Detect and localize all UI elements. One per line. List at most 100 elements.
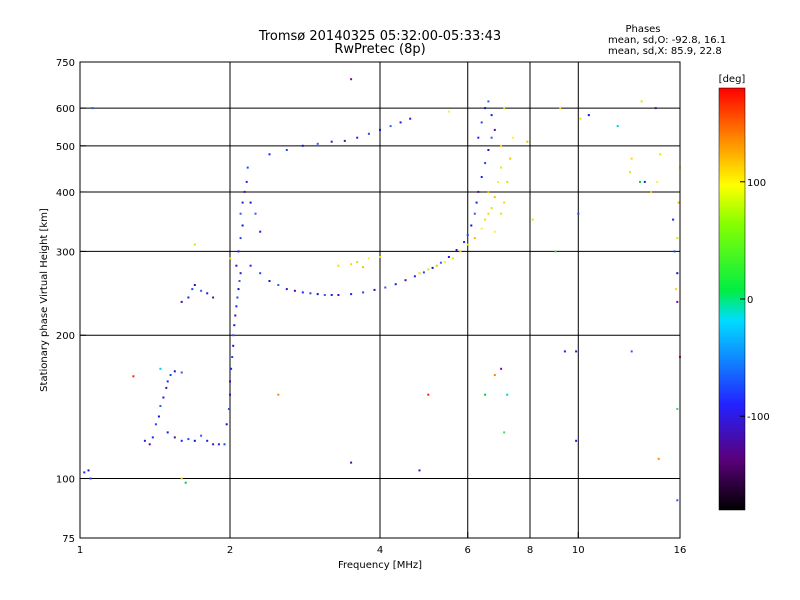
data-point-o	[490, 114, 493, 117]
data-point-o	[180, 439, 183, 442]
data-point-other	[132, 375, 135, 378]
data-point-o	[245, 180, 248, 183]
data-point-o	[367, 132, 370, 135]
data-point-o	[89, 477, 92, 480]
y-tick-label: 400	[56, 188, 75, 199]
data-point-o	[143, 439, 146, 442]
data-point-o	[173, 436, 176, 439]
data-point-o	[180, 371, 183, 374]
data-point-o	[239, 237, 242, 240]
data-point-o	[301, 291, 304, 294]
data-point-o	[83, 471, 86, 474]
legend-line-o: mean, sd,O: -92.8, 16.1	[608, 35, 726, 46]
plot-area: 1 2 4 6 8 10 16 75 100 200 300 400 500 600 750	[56, 58, 686, 556]
data-point-o	[166, 431, 169, 434]
data-point-other	[427, 393, 430, 396]
data-point-o	[389, 125, 392, 128]
data-point-o	[238, 280, 241, 282]
data-point-o	[480, 176, 483, 178]
data-point-x	[677, 201, 680, 204]
data-point-o	[480, 121, 483, 124]
legend-line-x: mean, sd,X: 85.9, 22.8	[608, 46, 722, 57]
data-point-x	[640, 100, 643, 103]
data-point-o	[230, 367, 233, 370]
y-tick-label: 75	[62, 534, 75, 545]
data-point-o	[373, 288, 376, 291]
data-point-o	[229, 393, 231, 396]
data-point-o	[169, 374, 172, 376]
data-point-o	[159, 405, 162, 407]
y-tick-label: 100	[56, 475, 75, 486]
data-point-o	[404, 279, 407, 282]
data-point-x	[493, 196, 496, 199]
data-point-o	[249, 264, 252, 267]
data-point-o	[343, 139, 346, 142]
data-point-o	[422, 271, 425, 274]
data-point-o	[243, 190, 246, 193]
data-point-o	[484, 162, 487, 165]
data-points	[83, 78, 681, 502]
data-point-other	[639, 180, 641, 183]
data-point-other	[500, 367, 503, 370]
data-point-o	[473, 212, 476, 215]
data-point-o	[239, 212, 242, 215]
colorbar-ticks: 100 0 -100	[740, 178, 770, 423]
data-point-o	[384, 286, 387, 289]
data-point-o	[323, 294, 326, 296]
y-tick-label: 500	[56, 142, 75, 153]
data-point-o	[193, 284, 196, 286]
data-point-o	[475, 201, 478, 204]
data-point-o	[463, 241, 466, 243]
data-point-o	[268, 280, 271, 282]
data-point-x	[650, 190, 653, 193]
data-point-o	[431, 266, 434, 269]
data-point-o	[487, 100, 490, 103]
data-point-o	[362, 291, 365, 294]
data-point-o	[399, 121, 402, 124]
data-point-o	[466, 233, 469, 236]
data-point-other	[676, 408, 679, 410]
data-point-o	[225, 423, 228, 426]
data-point-o	[249, 201, 252, 204]
data-point-o	[316, 293, 319, 296]
data-point-o	[237, 288, 240, 291]
data-point-x	[531, 218, 534, 221]
data-point-other	[350, 78, 353, 81]
data-point-o	[477, 190, 480, 193]
data-point-x	[459, 250, 462, 253]
data-point-x	[493, 230, 496, 233]
x-tick-label: 1	[77, 545, 83, 556]
y-gridlines	[80, 107, 680, 480]
data-point-o	[212, 296, 215, 299]
data-point-o	[350, 461, 353, 464]
chart-subtitle: RwPretec (8p)	[334, 42, 425, 57]
data-point-o	[206, 292, 209, 295]
data-point-o	[157, 415, 160, 418]
data-point-o	[643, 180, 646, 183]
x-gridlines	[229, 62, 579, 538]
data-point-x	[497, 180, 499, 183]
data-point-o	[235, 305, 238, 308]
data-point-o	[229, 380, 231, 383]
data-point-x	[379, 256, 381, 258]
data-point-other	[484, 393, 487, 396]
data-point-o	[394, 283, 397, 286]
y-axis-ticks: 75 100 200 300 400 500 600 750	[56, 58, 86, 545]
data-point-o	[350, 293, 353, 296]
data-point-x	[579, 117, 582, 120]
data-point-x	[480, 227, 483, 230]
data-point-x	[473, 237, 476, 240]
x-tick-label: 16	[674, 545, 687, 556]
data-point-o	[233, 324, 236, 327]
colorbar-tick-label: 100	[747, 178, 766, 189]
data-point-other	[503, 431, 506, 434]
chart-title: Tromsø 20140325 05:32:00-05:33:43	[258, 29, 501, 44]
data-point-x	[229, 257, 231, 260]
data-point-o	[246, 166, 249, 169]
data-point-o	[232, 344, 235, 347]
data-point-o	[484, 107, 487, 110]
data-point-o	[356, 136, 359, 139]
data-point-o	[235, 264, 238, 267]
data-point-x	[487, 190, 490, 193]
